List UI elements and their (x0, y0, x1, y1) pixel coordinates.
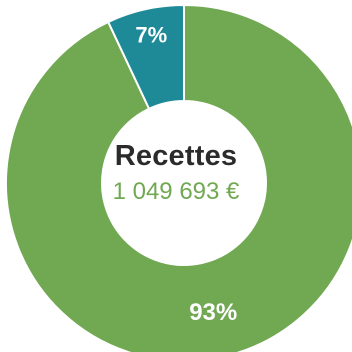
chart-title: Recettes (114, 140, 238, 172)
slice-label-0: 93% (189, 299, 237, 326)
chart-subtitle-total: 1 049 693 € (112, 178, 240, 205)
slice-0 (5, 3, 352, 352)
slice-label-1: 7% (135, 22, 167, 47)
slice-1 (106, 3, 185, 111)
